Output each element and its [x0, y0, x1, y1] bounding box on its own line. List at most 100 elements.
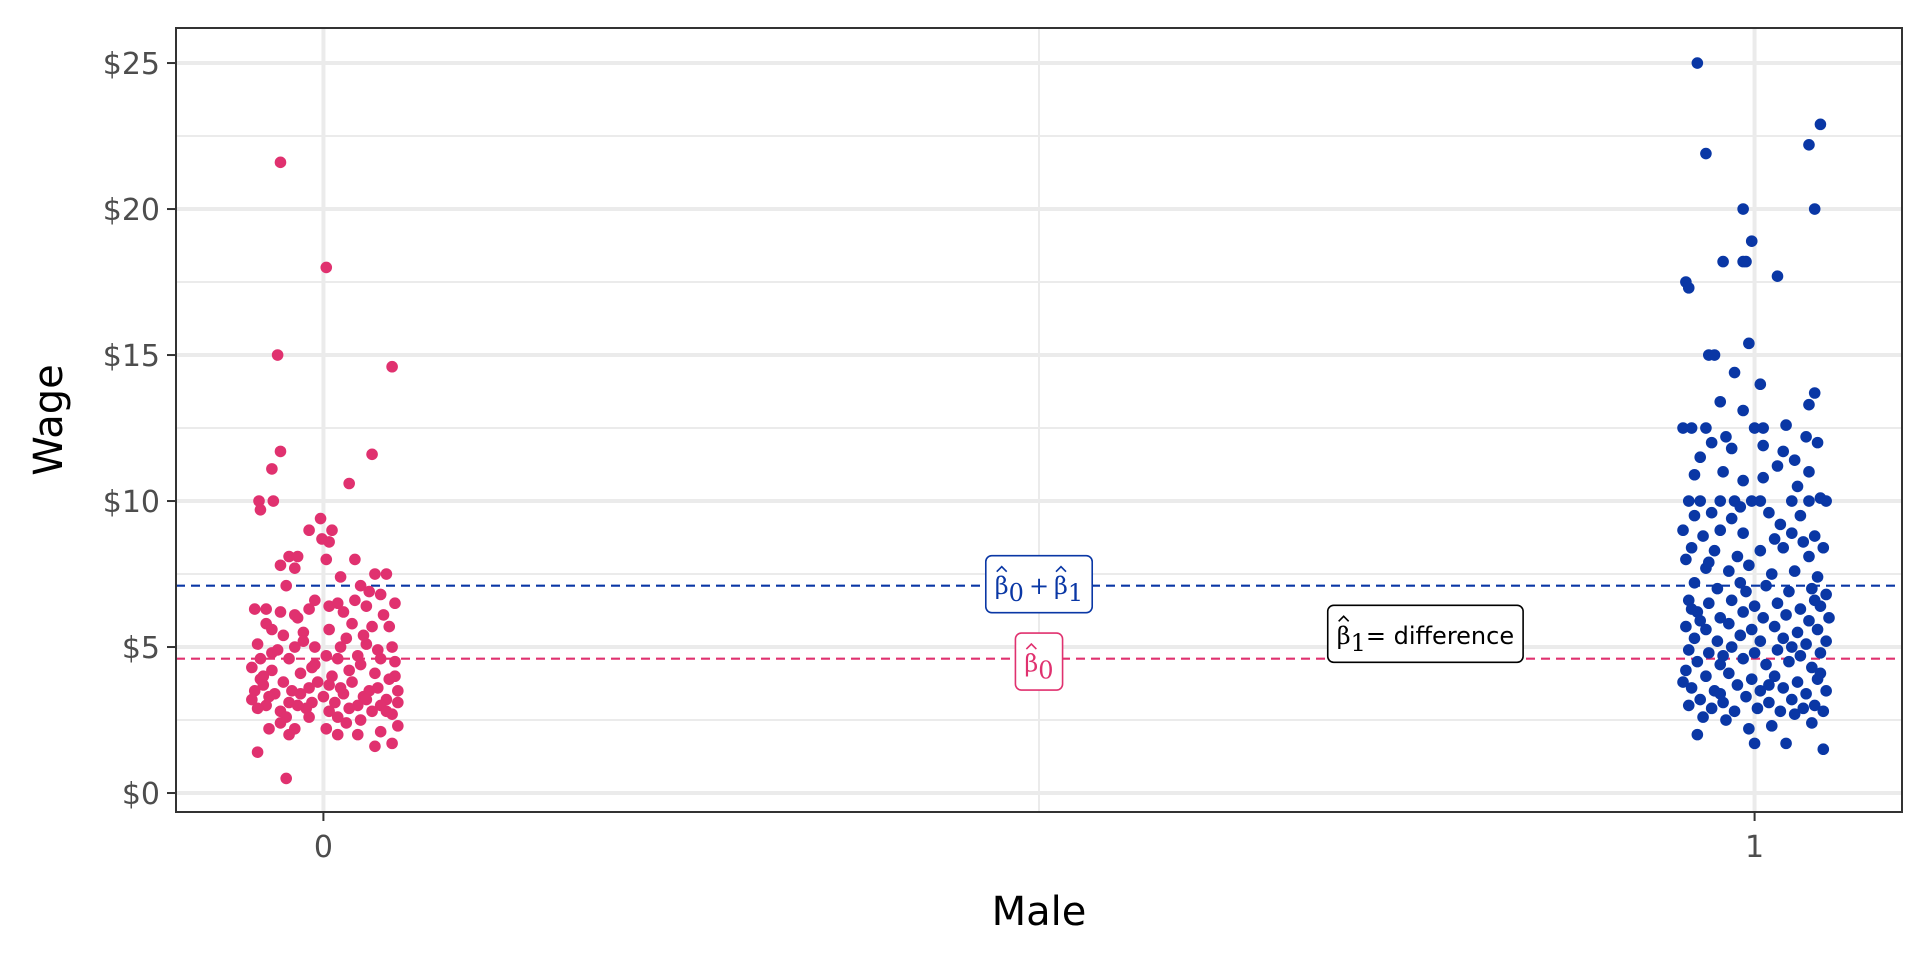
symbol: = difference [1366, 622, 1514, 650]
data-point [323, 705, 335, 718]
data-point [331, 597, 344, 610]
data-point [288, 641, 301, 653]
data-point [1771, 597, 1784, 610]
data-point [1702, 556, 1715, 569]
data-point [1754, 495, 1767, 507]
data-point [1717, 696, 1729, 709]
y-tick-label: $20 [103, 193, 160, 228]
data-point [354, 714, 367, 726]
data-point [309, 641, 321, 653]
subscript: 1 [1068, 579, 1083, 607]
data-point [1702, 597, 1715, 610]
data-point [291, 550, 304, 563]
data-point [360, 693, 373, 706]
data-point [351, 728, 364, 741]
annotation-text: β0 + β1 [995, 572, 1083, 607]
data-point [1677, 676, 1689, 688]
data-point [246, 661, 258, 674]
data-point [1808, 530, 1821, 542]
data-point [314, 512, 327, 525]
data-point [309, 594, 321, 607]
data-point [1737, 527, 1749, 539]
data-point [1771, 270, 1784, 282]
data-point [1754, 685, 1767, 697]
data-point [392, 720, 404, 732]
data-point [317, 690, 330, 703]
data-point [1751, 702, 1764, 715]
data-point [1803, 138, 1815, 151]
data-point [274, 606, 287, 618]
data-point [251, 638, 264, 650]
data-point [1740, 585, 1752, 598]
data-point [1737, 203, 1749, 215]
data-point [380, 568, 393, 580]
data-point [288, 562, 301, 574]
data-point [294, 667, 307, 680]
data-point [374, 652, 387, 665]
data-point [1777, 632, 1790, 645]
y-tick-label: $25 [103, 47, 160, 82]
data-point [1794, 649, 1807, 662]
data-point [1728, 705, 1741, 718]
data-point [1774, 518, 1787, 531]
data-point [1725, 512, 1738, 525]
data-point [1760, 658, 1772, 671]
data-point [331, 652, 344, 665]
data-point [374, 725, 387, 738]
data-point [257, 670, 270, 683]
data-point [354, 658, 367, 671]
data-point [1754, 378, 1767, 391]
data-point [1763, 679, 1775, 691]
symbol: β [1337, 621, 1351, 649]
data-point [1734, 576, 1747, 589]
data-point [1717, 649, 1729, 662]
data-point [254, 503, 267, 516]
data-point [354, 579, 367, 592]
y-axis-title: Wage [26, 364, 72, 476]
data-point [1737, 404, 1749, 417]
data-point [1737, 474, 1749, 487]
data-point [1694, 614, 1707, 627]
data-point [1757, 612, 1769, 624]
data-point [271, 349, 284, 361]
data-point [251, 746, 264, 758]
data-point [263, 690, 275, 703]
data-point [1743, 337, 1755, 350]
data-point [1808, 203, 1821, 215]
data-point [1791, 626, 1804, 639]
data-point [1702, 647, 1715, 659]
data-point [383, 620, 396, 633]
subscript: 1 [1351, 628, 1366, 656]
data-point [1743, 722, 1755, 735]
data-point [369, 740, 381, 753]
data-point [1723, 617, 1735, 630]
data-point [1785, 641, 1798, 653]
data-point [1714, 658, 1727, 671]
data-point [1820, 588, 1832, 601]
annotation-box [1326, 604, 1524, 664]
data-point [1768, 670, 1781, 683]
data-point [371, 644, 384, 656]
data-point [303, 682, 315, 694]
data-point [1785, 527, 1798, 539]
data-point [1700, 623, 1712, 636]
data-point [1700, 147, 1712, 160]
data-point [260, 603, 272, 615]
data-point [1748, 422, 1761, 434]
data-point [1803, 614, 1815, 627]
data-point [1745, 495, 1758, 507]
data-point [1697, 711, 1709, 723]
data-point [1685, 682, 1698, 694]
data-point [357, 629, 370, 642]
data-point [1777, 541, 1790, 554]
data-point [1682, 699, 1695, 712]
data-point [311, 676, 324, 688]
data-point [1797, 536, 1810, 548]
data-point [363, 685, 376, 697]
data-point [283, 652, 295, 665]
data-point [254, 652, 267, 665]
annotation-difference: β1= difference [1326, 604, 1524, 664]
data-point [1720, 714, 1732, 726]
data-point [320, 261, 333, 274]
